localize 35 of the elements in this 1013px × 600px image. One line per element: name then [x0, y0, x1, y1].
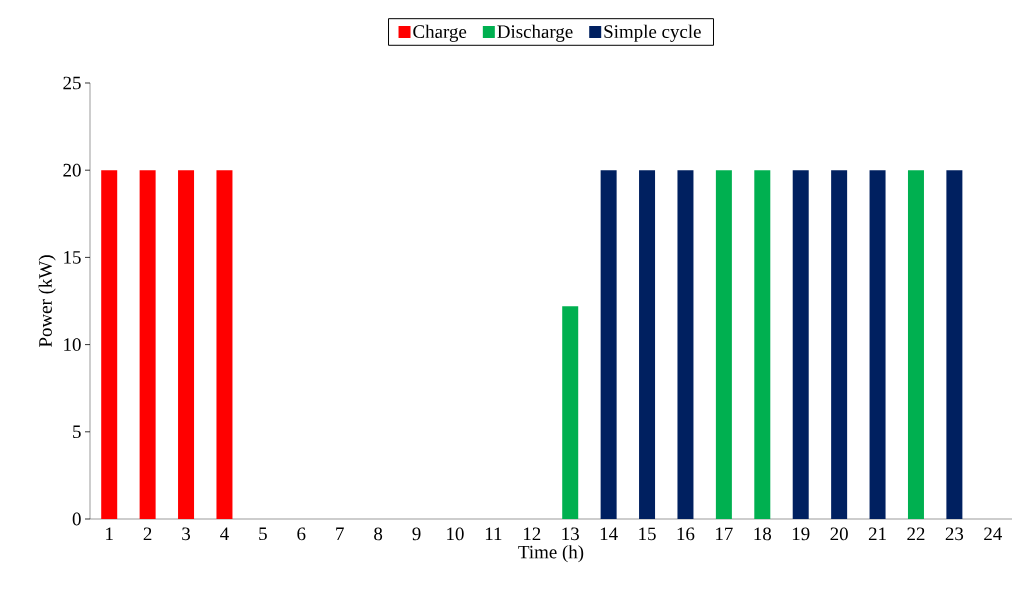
y-tick-label: 10	[64, 338, 81, 351]
x-tick-label: 4	[220, 527, 229, 540]
x-tick-label: 17	[716, 527, 733, 541]
x-tick-label: 15	[639, 527, 656, 541]
x-tick-label: 6	[297, 527, 306, 541]
x-tick-label: 14	[600, 527, 618, 541]
x-tick-label: 18	[754, 527, 772, 541]
y-tick-label: 25	[63, 76, 81, 90]
x-tick-label: 19	[792, 527, 810, 541]
x-tick-label: 7	[336, 527, 344, 540]
y-tick-label: 5	[73, 425, 81, 439]
x-tick-label: 16	[677, 527, 695, 541]
x-tick-label: 10	[447, 527, 464, 541]
x-tick-label: 22	[907, 527, 925, 541]
y-tick-label: 20	[63, 163, 81, 177]
x-tick-label: 1	[106, 527, 113, 541]
legend-label: Charge	[413, 24, 467, 42]
x-axis-title: Time (h)	[518, 545, 584, 563]
y-axis-title: Power (kW)	[38, 255, 56, 347]
y-tick-label: 15	[64, 251, 81, 264]
x-tick-label: 9	[412, 527, 421, 541]
x-tick-label: 21	[868, 527, 886, 541]
y-tick-label: 0	[72, 512, 81, 526]
x-tick-label: 11	[485, 527, 502, 541]
legend-label: Simple cycle	[604, 24, 701, 42]
x-tick-label: 5	[259, 527, 267, 541]
x-tick-label: 13	[562, 527, 579, 541]
x-tick-label: 3	[182, 527, 191, 541]
x-tick-label: 23	[945, 527, 964, 541]
x-tick-label: 20	[830, 527, 848, 541]
x-tick-label: 12	[523, 527, 541, 541]
x-tick-label: 2	[143, 527, 152, 541]
x-tick-label: 24	[984, 527, 1002, 541]
x-tick-label: 8	[374, 527, 383, 541]
legend-label: Discharge	[497, 24, 573, 42]
